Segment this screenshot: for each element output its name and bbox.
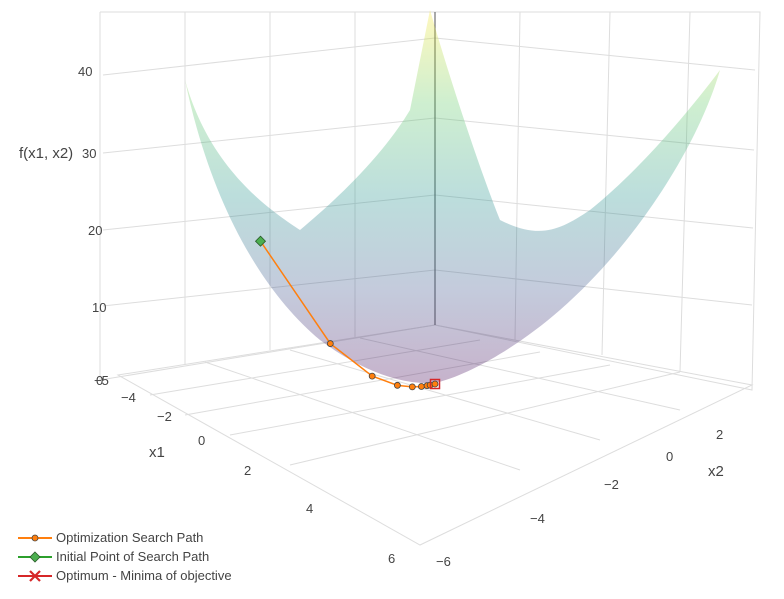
x2-tick-label: 2	[716, 427, 723, 442]
markers[interactable]	[254, 235, 441, 391]
legend-swatch	[18, 550, 52, 563]
legend-label: Optimization Search Path	[56, 530, 204, 545]
z-tick-label: −5	[94, 373, 109, 388]
search-path-point[interactable]	[408, 383, 416, 391]
x1-axis-title: x1	[149, 444, 165, 461]
z-tick-label: 0	[96, 373, 103, 388]
x2-tick-label: −4	[530, 511, 545, 526]
search-path-point[interactable]	[431, 380, 439, 388]
z-tick-label: 30	[82, 146, 96, 161]
x1-tick-label: 0	[198, 433, 205, 448]
legend: Optimization Search Path Initial Point of…	[18, 528, 232, 585]
x1-tick-label: 4	[306, 501, 313, 516]
search-path-point[interactable]	[368, 372, 376, 380]
optimum-marker[interactable]	[429, 378, 441, 390]
legend-label: Optimum - Minima of objective	[56, 568, 232, 583]
objective-surface	[185, 10, 720, 384]
legend-item[interactable]: Optimum - Minima of objective	[18, 566, 232, 585]
z-tick-label: 10	[92, 300, 106, 315]
x2-tick-label: −6	[436, 554, 451, 569]
legend-swatch	[18, 534, 52, 541]
x1-tick-label: 6	[388, 551, 395, 566]
search-path-point[interactable]	[418, 383, 425, 390]
z-axis-title: f(x1, x2)	[19, 145, 73, 162]
z-tick-label: 40	[78, 64, 92, 79]
x1-tick-label: −4	[121, 390, 136, 405]
legend-item[interactable]: Initial Point of Search Path	[18, 547, 232, 566]
initial-point-marker[interactable]	[254, 235, 267, 247]
search-path-point[interactable]	[393, 381, 401, 389]
x1-tick-label: 2	[244, 463, 251, 478]
search-path-point[interactable]	[326, 340, 334, 347]
z-tick-label: 20	[88, 223, 102, 238]
legend-item[interactable]: Optimization Search Path	[18, 528, 232, 547]
legend-swatch	[18, 569, 52, 582]
x2-tick-label: 0	[666, 449, 673, 464]
x1-tick-label: −2	[157, 409, 172, 424]
x2-tick-label: −2	[604, 477, 619, 492]
x2-axis-title: x2	[708, 463, 724, 480]
legend-label: Initial Point of Search Path	[56, 549, 210, 564]
